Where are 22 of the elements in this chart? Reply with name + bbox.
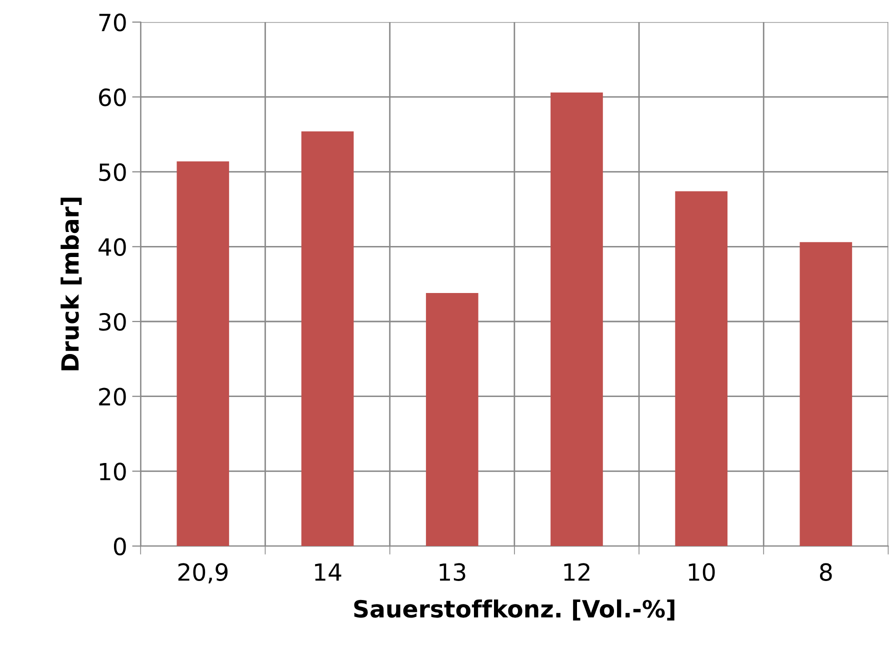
bar bbox=[800, 242, 852, 546]
y-tick-label: 40 bbox=[98, 238, 126, 256]
bar bbox=[550, 92, 603, 546]
x-axis-title: Sauerstoffkonz. [Vol.-%] bbox=[354, 599, 674, 621]
y-tick-label: 50 bbox=[99, 163, 126, 182]
bar bbox=[426, 293, 478, 546]
bar bbox=[301, 131, 354, 546]
y-tick-label: 60 bbox=[99, 88, 126, 106]
y-axis-title: Druck [mbar] bbox=[60, 198, 82, 370]
y-tick-label: 30 bbox=[99, 312, 126, 331]
y-tick-label: 20 bbox=[99, 388, 126, 406]
bar bbox=[675, 191, 728, 546]
x-tick-label: 20,9 bbox=[178, 563, 228, 584]
x-tick-label: 13 bbox=[440, 563, 466, 581]
x-tick-label: 12 bbox=[564, 563, 590, 581]
y-tick-label: 70 bbox=[99, 14, 126, 32]
x-tick-label: 14 bbox=[315, 563, 342, 581]
x-tick-label: 8 bbox=[820, 563, 832, 581]
bar bbox=[176, 161, 230, 546]
y-tick-label: 10 bbox=[100, 462, 126, 481]
x-tick-label: 10 bbox=[688, 563, 715, 581]
y-tick-label: 0 bbox=[114, 537, 126, 556]
